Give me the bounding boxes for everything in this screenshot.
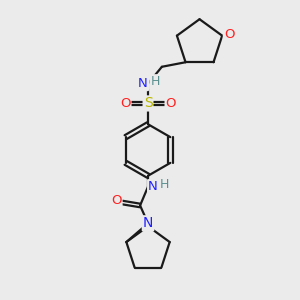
Text: N: N [143, 216, 153, 230]
Text: S: S [144, 96, 152, 110]
Text: H: H [150, 75, 160, 88]
Text: O: O [166, 97, 176, 110]
Text: H: H [160, 178, 170, 191]
Text: O: O [120, 97, 130, 110]
Text: O: O [111, 194, 122, 207]
Text: N: N [148, 180, 158, 193]
Text: N: N [138, 77, 148, 90]
Text: O: O [224, 28, 234, 41]
